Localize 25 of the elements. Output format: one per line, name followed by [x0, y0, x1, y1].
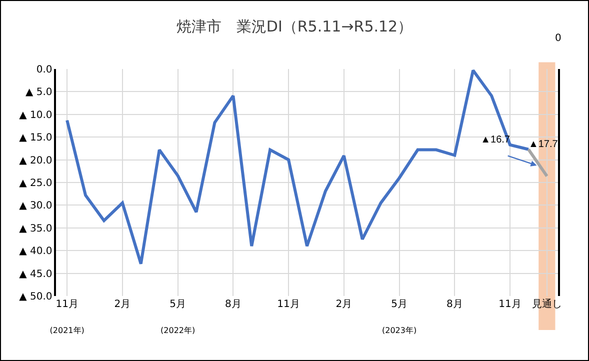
y-tick-label: ▲ 45.0 — [19, 268, 52, 280]
x-tick-label: 8月 — [446, 299, 463, 310]
x-tick-label: 11月 — [498, 299, 522, 310]
data-label: ▲17.7 — [528, 138, 558, 150]
y-tick-label: ▲ 40.0 — [19, 246, 52, 258]
x-tick-label: 11月 — [277, 299, 300, 310]
category-label: 5月 (2023年) — [382, 299, 417, 335]
y-tick-label: ▲ 10.0 — [19, 110, 52, 121]
category-label: 11月 (2021年) — [50, 299, 84, 335]
y-tick-label: ▲ 25.0 — [19, 178, 52, 189]
y-tick-label: ▲ 35.0 — [19, 223, 52, 234]
x-tick-label: 8月 — [224, 299, 242, 310]
chart-title: 焼津市 業況DI（R5.11→R5.12） — [176, 17, 413, 36]
y-tick-label: ▲ 50.0 — [19, 292, 52, 302]
y-tick-label: ▲ 30.0 — [19, 200, 52, 212]
y-tick-label: 0.0 — [36, 64, 52, 76]
category-label: 5月 (2022年) — [160, 299, 196, 335]
y-tick-label: ▲ 15.0 — [19, 132, 52, 144]
x-tick-label: 2月 — [114, 299, 131, 310]
x-tick-label: 見通し — [532, 298, 562, 310]
text: 0 — [555, 33, 562, 44]
line-series — [66, 69, 530, 266]
x-tick-label: 2月 — [336, 299, 352, 310]
y-tick-label: ▲ 5.0 — [25, 87, 52, 98]
y-tick-label: ▲ 20.0 — [19, 155, 52, 166]
